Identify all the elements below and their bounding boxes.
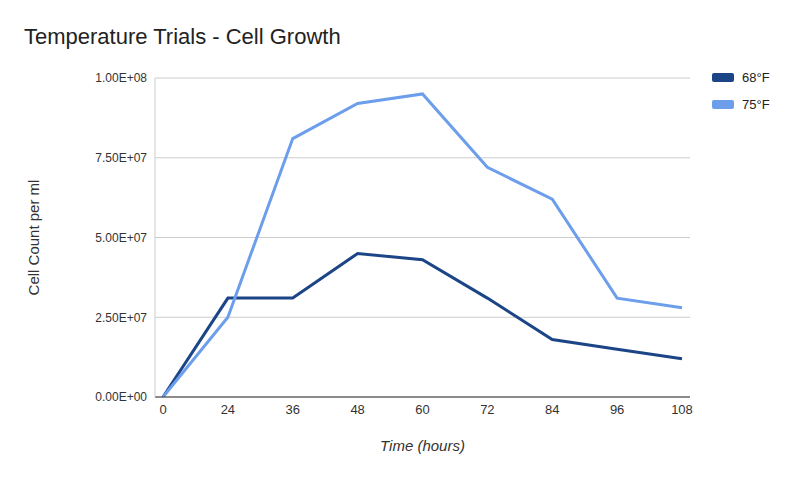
svg-text:36: 36 [286,402,300,417]
svg-text:Cell Count per ml: Cell Count per ml [25,180,42,296]
svg-text:5.00E+07: 5.00E+07 [95,231,147,245]
svg-text:0.00E+00: 0.00E+00 [95,390,147,404]
svg-text:60: 60 [415,402,429,417]
svg-text:24: 24 [221,402,235,417]
svg-text:0: 0 [159,402,166,417]
html-text:Temperature Trials - Cell Grow: Temperature Trials - Cell Growth [24,24,341,49]
svg-text:1.00E+08: 1.00E+08 [95,71,147,85]
svg-text:Time (hours): Time (hours) [380,437,465,454]
html-text:75°F: 75°F [742,97,770,112]
svg-text:48: 48 [350,402,364,417]
svg-text:108: 108 [671,402,693,417]
svg-text:72: 72 [480,402,494,417]
svg-text:7.50E+07: 7.50E+07 [95,151,147,165]
svg-text:84: 84 [545,402,559,417]
html-text:68°F: 68°F [742,70,770,85]
svg-text:96: 96 [610,402,624,417]
svg-text:2.50E+07: 2.50E+07 [95,311,147,325]
